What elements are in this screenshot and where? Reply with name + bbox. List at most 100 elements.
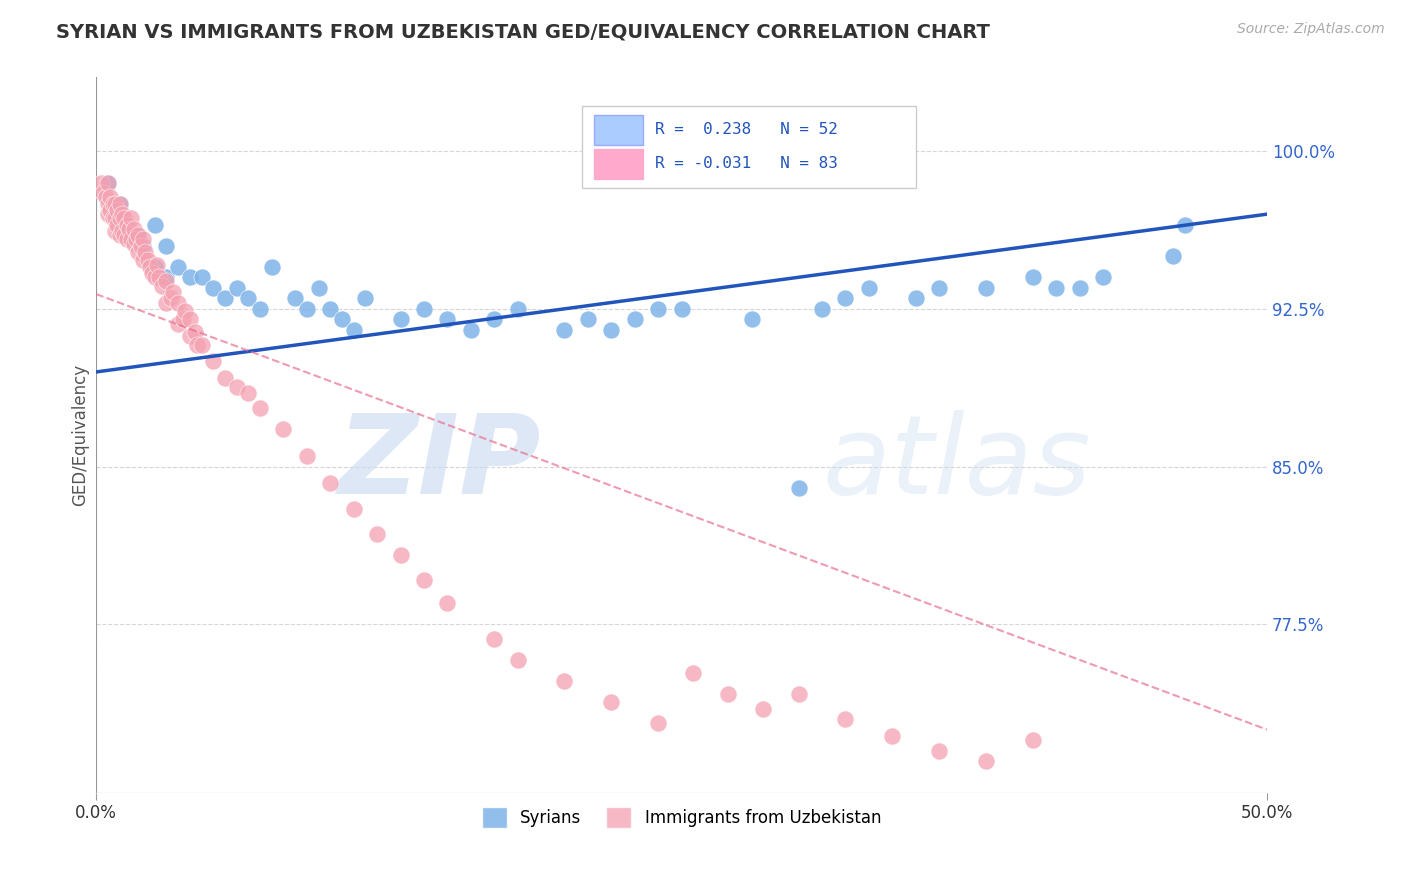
Point [108, 211, 131, 226]
Point [1161, 249, 1184, 263]
Point [179, 270, 201, 285]
Point [183, 325, 205, 339]
Point [143, 270, 166, 285]
Point [484, 312, 506, 326]
Point [101, 211, 124, 226]
Point [122, 222, 145, 236]
Y-axis label: GED/Equivalency: GED/Equivalency [72, 364, 89, 506]
Point [249, 401, 271, 415]
Legend: Syrians, Immigrants from Uzbekistan: Syrians, Immigrants from Uzbekistan [475, 801, 889, 834]
Point [129, 238, 152, 252]
Point [105, 202, 128, 217]
Point [413, 573, 436, 587]
Point [112, 211, 135, 226]
Point [143, 260, 166, 274]
Text: R = -0.031   N = 83: R = -0.031 N = 83 [655, 156, 838, 170]
Point [179, 312, 201, 326]
Point [225, 281, 247, 295]
Point [108, 196, 131, 211]
Point [136, 253, 159, 268]
Point [143, 218, 166, 232]
Point [186, 337, 208, 351]
Point [167, 317, 190, 331]
Point [115, 232, 138, 246]
Point [122, 236, 145, 251]
Point [190, 270, 212, 285]
Point [148, 270, 170, 285]
Point [460, 323, 482, 337]
Point [484, 632, 506, 646]
Point [167, 260, 190, 274]
Point [308, 281, 330, 295]
Point [1022, 270, 1045, 285]
Point [928, 281, 950, 295]
Point [1174, 218, 1197, 232]
Point [101, 196, 124, 211]
Point [97, 176, 120, 190]
Point [366, 527, 388, 541]
Point [127, 228, 149, 243]
Point [155, 238, 177, 252]
Point [104, 196, 127, 211]
Point [214, 291, 236, 305]
Point [139, 260, 162, 274]
Point [354, 291, 377, 305]
Point [132, 253, 155, 268]
Point [118, 222, 141, 236]
Point [389, 548, 412, 562]
Point [671, 301, 693, 316]
Point [682, 665, 704, 680]
Point [600, 695, 623, 709]
Text: atlas: atlas [823, 410, 1091, 517]
Point [249, 301, 271, 316]
Point [111, 224, 134, 238]
Point [858, 281, 880, 295]
Point [127, 245, 149, 260]
Point [97, 176, 120, 190]
Point [787, 481, 810, 495]
Point [112, 218, 135, 232]
Text: R =  0.238   N = 52: R = 0.238 N = 52 [655, 122, 838, 137]
FancyBboxPatch shape [593, 149, 643, 179]
Point [273, 422, 295, 436]
Point [112, 228, 135, 243]
Point [172, 312, 194, 326]
Point [97, 196, 120, 211]
Point [343, 323, 366, 337]
Point [413, 301, 436, 316]
Point [834, 712, 856, 726]
Point [179, 329, 201, 343]
Point [125, 232, 148, 246]
Point [647, 716, 669, 731]
Point [1091, 270, 1114, 285]
Point [155, 275, 177, 289]
Point [506, 301, 529, 316]
Point [202, 354, 225, 368]
Point [202, 281, 225, 295]
Point [834, 291, 856, 305]
Point [752, 701, 775, 715]
Point [1045, 281, 1067, 295]
Point [190, 337, 212, 351]
Point [787, 687, 810, 701]
Point [343, 501, 366, 516]
Point [98, 190, 121, 204]
Point [127, 228, 149, 243]
Text: Source: ZipAtlas.com: Source: ZipAtlas.com [1237, 22, 1385, 37]
Point [104, 224, 127, 238]
Point [174, 304, 197, 318]
Point [150, 278, 173, 293]
Point [162, 285, 184, 299]
Point [974, 281, 997, 295]
Point [120, 232, 142, 246]
Point [436, 596, 458, 610]
Point [97, 207, 120, 221]
Point [741, 312, 763, 326]
Point [141, 266, 163, 280]
Point [284, 291, 307, 305]
Point [506, 653, 529, 667]
Point [155, 295, 177, 310]
FancyBboxPatch shape [593, 115, 643, 145]
Point [553, 323, 575, 337]
Point [120, 228, 142, 243]
